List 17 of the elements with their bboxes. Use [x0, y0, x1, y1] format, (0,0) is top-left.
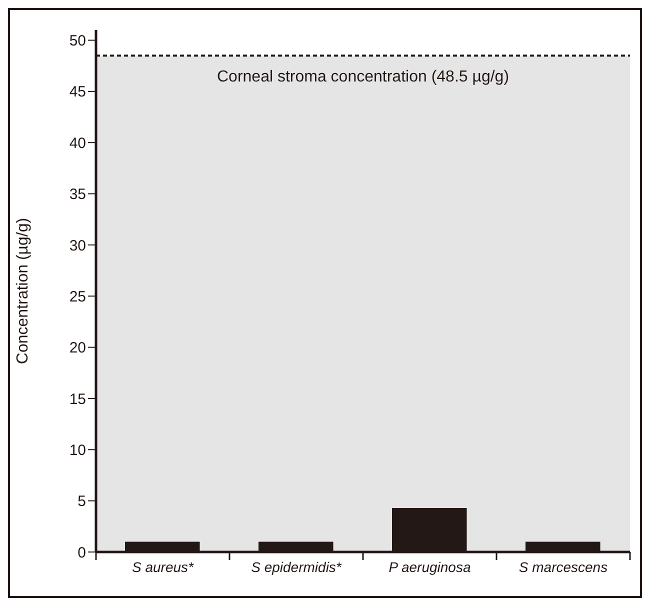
- y-tick-label: 25: [69, 288, 86, 306]
- x-tick-label: S epidermidis*: [251, 559, 342, 575]
- y-tick-label: 10: [69, 442, 86, 459]
- y-axis-title: Concentration (µg/g): [14, 218, 32, 364]
- y-tick-label: 50: [69, 32, 86, 50]
- y-tick-label: 45: [69, 84, 86, 101]
- x-tick-label: S aureus*: [132, 559, 194, 575]
- y-tick-label: 20: [69, 340, 86, 357]
- ref-line-label: Corneal stroma concentration (48.5 µg/g): [216, 68, 510, 86]
- y-tick-label: 0: [78, 544, 86, 562]
- x-tick-label: S marcescens: [518, 559, 608, 575]
- y-tick-label: 5: [78, 493, 86, 510]
- y-tick-label: 15: [69, 390, 86, 408]
- y-tick-label: 40: [69, 134, 86, 152]
- x-tick-label: P aeruginosa: [388, 559, 471, 575]
- y-tick-label: 30: [69, 237, 86, 254]
- y-tick-label: 35: [69, 186, 86, 204]
